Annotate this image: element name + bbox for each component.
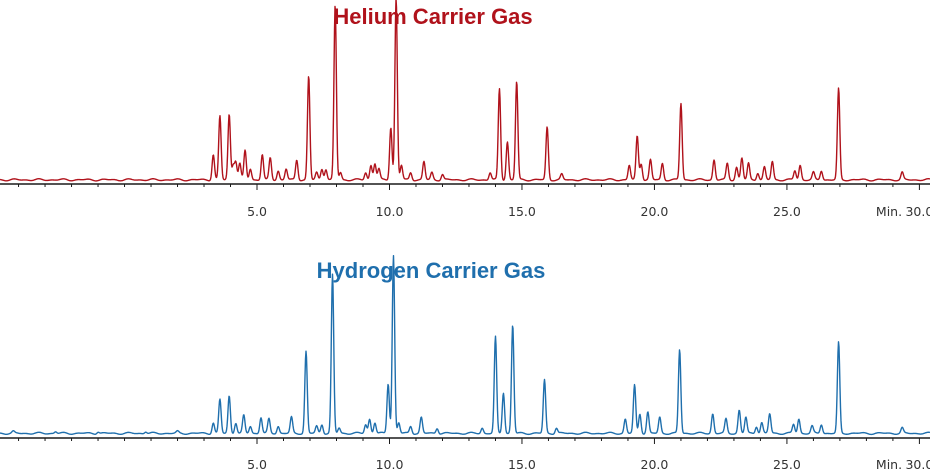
hydrogen-chromatogram-panel: Hydrogen Carrier Gas 5.0 10.0 15.0 20.0 25.0…: [0, 254, 930, 472]
hydrogen-x-tick-label: 25.0: [773, 457, 801, 472]
helium-chromatogram-panel: Helium Carrier Gas 5.0 10.0 15.0 20.0 25.0 30…: [0, 0, 930, 219]
hydrogen-trace: [0, 254, 930, 436]
helium-x-tick-label: 15.0: [508, 204, 536, 219]
hydrogen-x-tick-label: 5.0: [247, 457, 267, 472]
hydrogen-x-tick-label: 20.0: [641, 457, 669, 472]
hydrogen-x-tick-label: 10.0: [376, 457, 404, 472]
helium-x-unit-label: Min.: [876, 204, 902, 219]
helium-trace: [0, 0, 930, 182]
hydrogen-x-unit-label: Min.: [876, 457, 902, 472]
helium-x-tick-label: 25.0: [773, 204, 801, 219]
helium-x-tick-label: 5.0: [247, 204, 267, 219]
hydrogen-chart-title: Hydrogen Carrier Gas: [317, 258, 546, 283]
helium-x-tick-label: 30.0: [905, 204, 930, 219]
helium-x-tick-label: 10.0: [376, 204, 404, 219]
hydrogen-x-tick-label: 15.0: [508, 457, 536, 472]
hydrogen-x-tick-label: 30.0: [905, 457, 930, 472]
helium-chart-title: Helium Carrier Gas: [333, 4, 532, 29]
helium-x-tick-label: 20.0: [641, 204, 669, 219]
